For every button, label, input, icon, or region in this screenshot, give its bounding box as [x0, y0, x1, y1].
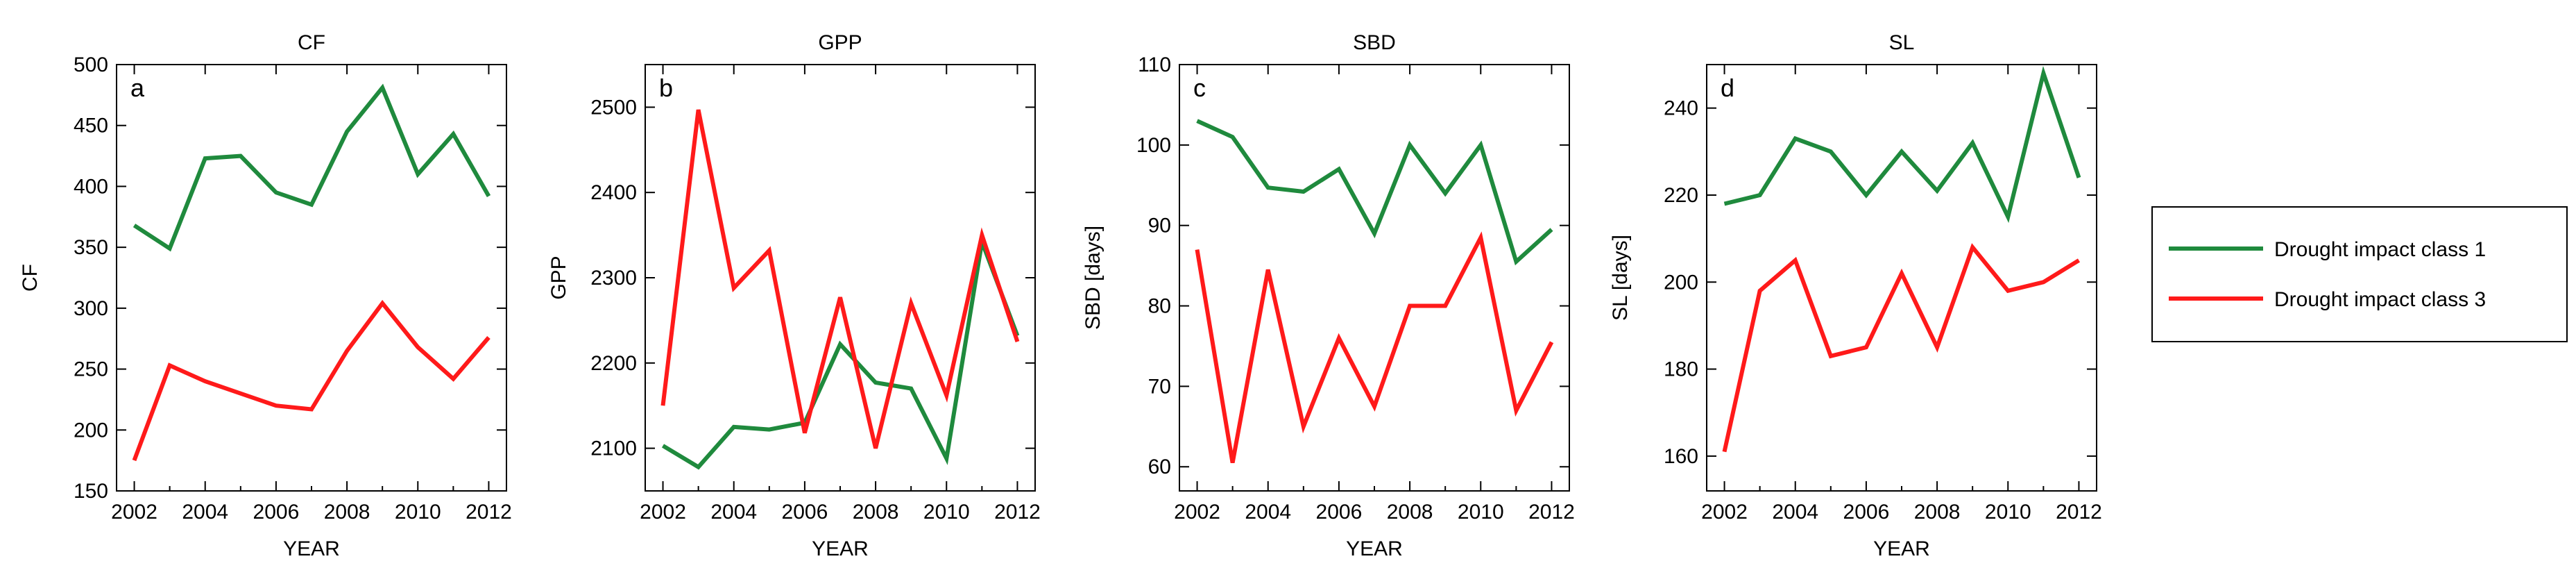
series-line-class3: [660, 109, 1020, 449]
chart-title: CF: [298, 31, 325, 54]
y-tick-label: 250: [74, 358, 108, 381]
legend: Drought impact class 1 Drought impact cla…: [2151, 206, 2568, 342]
chart-title: SL: [1889, 31, 1915, 54]
x-tick-label: 2004: [1245, 501, 1291, 524]
x-tick-label: 2012: [2056, 501, 2102, 524]
y-tick-label: 500: [74, 53, 108, 76]
panel-d: SL d YEAR SL [days] 2002 2004 2006 2008 2010 2012…: [1609, 31, 2102, 560]
x-axis-label: YEAR: [812, 537, 869, 560]
y-tick-label: 110: [1138, 53, 1171, 76]
y-tick-label: 2500: [590, 96, 637, 119]
y-tick-label: 2200: [590, 352, 637, 375]
x-tick-label: 2002: [1701, 501, 1748, 524]
x-tick-label: 2006: [1843, 501, 1890, 524]
y-axis-label: GPP: [547, 256, 570, 299]
x-tick-label: 2002: [640, 501, 686, 524]
legend-frame: [2151, 206, 2568, 342]
x-tick-label: 2010: [395, 501, 441, 524]
series-line-class3: [1722, 243, 2081, 453]
x-axis-label: YEAR: [1873, 537, 1930, 560]
legend-label: Drought impact class 1: [2274, 238, 2486, 261]
y-tick-label: 450: [74, 115, 108, 137]
panel-a: CF a YEAR CF 2002 2004 2006 2008 2010 2012 150 200 2…: [19, 31, 512, 560]
x-tick-label: 2012: [466, 501, 512, 524]
y-tick-label: 2300: [590, 267, 637, 290]
series-line-class1: [1723, 65, 2081, 224]
panel-b: GPP b YEAR GPP 2002 2004 2006 2008 2010 2012 2100 2…: [547, 31, 1041, 560]
plot-frame: [116, 64, 507, 492]
x-tick-label: 2008: [1387, 501, 1433, 524]
y-tick-label: 400: [74, 175, 108, 198]
panel-letter: c: [1193, 74, 1206, 102]
x-tick-label: 2004: [710, 501, 757, 524]
y-tick-label: 80: [1148, 295, 1171, 318]
x-tick-label: 2010: [923, 501, 970, 524]
x-tick-label: 2008: [324, 501, 370, 524]
panel-c: SBD c YEAR SBD [days] 2002 2004 2006 2008 2010 20…: [1082, 31, 1575, 560]
series-line-class1: [661, 233, 1020, 470]
y-tick-label: 90: [1148, 215, 1171, 237]
y-tick-label: 2400: [590, 181, 637, 204]
x-tick-label: 2006: [253, 501, 300, 524]
y-tick-label: 200: [1664, 271, 1698, 294]
panel-letter: a: [130, 74, 145, 102]
y-tick-label: 70: [1148, 375, 1171, 398]
x-tick-label: 2008: [1914, 501, 1961, 524]
x-tick-label: 2006: [782, 501, 828, 524]
y-tick-label: 160: [1664, 445, 1698, 468]
y-axis-label: CF: [19, 264, 42, 292]
legend-label: Drought impact class 3: [2274, 288, 2486, 311]
series-line-class3: [132, 299, 491, 462]
x-tick-label: 2010: [1985, 501, 2031, 524]
y-tick-label: 100: [1136, 134, 1171, 157]
x-tick-label: 2002: [111, 501, 157, 524]
x-tick-label: 2004: [182, 501, 228, 524]
series-line-class1: [1196, 119, 1553, 266]
panel-letter: d: [1721, 74, 1734, 102]
y-tick-label: 300: [74, 297, 108, 320]
chart-title: GPP: [818, 31, 862, 54]
x-tick-label: 2004: [1772, 501, 1818, 524]
x-tick-label: 2012: [994, 501, 1041, 524]
x-axis-label: YEAR: [283, 537, 340, 560]
series-line-class1: [133, 83, 491, 252]
x-tick-label: 2002: [1174, 501, 1220, 524]
y-tick-label: 350: [74, 236, 108, 259]
panel-letter: b: [659, 74, 673, 102]
y-tick-label: 2100: [590, 437, 637, 460]
x-tick-label: 2012: [1528, 501, 1575, 524]
x-tick-label: 2010: [1458, 501, 1504, 524]
series-line-class3: [1195, 231, 1554, 464]
y-tick-label: 180: [1664, 358, 1698, 381]
y-tick-label: 200: [74, 419, 108, 442]
y-tick-label: 60: [1148, 455, 1171, 478]
y-tick-label: 150: [74, 480, 108, 503]
y-tick-label: 240: [1664, 97, 1698, 120]
x-tick-label: 2006: [1316, 501, 1363, 524]
y-axis-label: SBD [days]: [1082, 226, 1104, 330]
y-tick-label: 220: [1664, 184, 1698, 207]
x-axis-label: YEAR: [1346, 537, 1403, 560]
chart-title: SBD: [1353, 31, 1396, 54]
y-axis-label: SL [days]: [1609, 235, 1632, 321]
x-tick-label: 2008: [853, 501, 899, 524]
